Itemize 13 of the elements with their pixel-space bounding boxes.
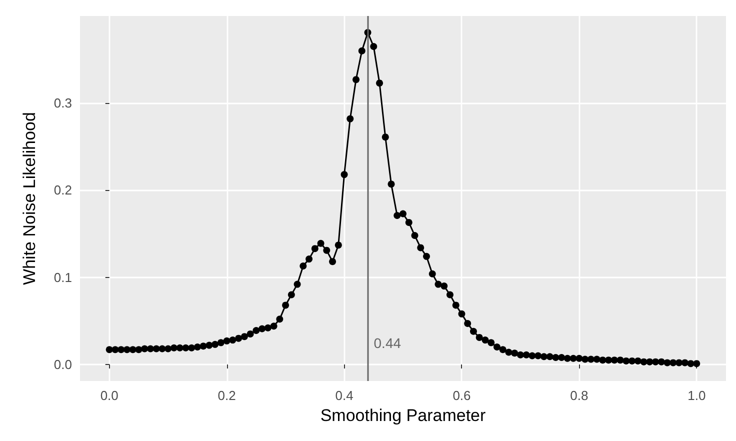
y-tick-label: 0.3 bbox=[54, 96, 72, 111]
x-tick-label: 0.6 bbox=[452, 388, 471, 403]
y-tick-label: 0.1 bbox=[54, 270, 72, 285]
x-tick-label: 0.4 bbox=[335, 388, 354, 403]
x-axis-title: Smoothing Parameter bbox=[320, 406, 486, 425]
x-tick-label: 0.0 bbox=[100, 388, 118, 403]
y-tick-label: 0.2 bbox=[54, 182, 72, 198]
ref-line-label: 0.44 bbox=[374, 335, 402, 351]
x-tick-label: 1.0 bbox=[688, 388, 706, 403]
x-tick-label: 0.8 bbox=[570, 388, 588, 403]
x-tick-label: 0.2 bbox=[218, 388, 236, 403]
y-tick-label: 0.0 bbox=[54, 356, 72, 372]
y-axis-title: White Noise Likelihood bbox=[20, 112, 39, 285]
